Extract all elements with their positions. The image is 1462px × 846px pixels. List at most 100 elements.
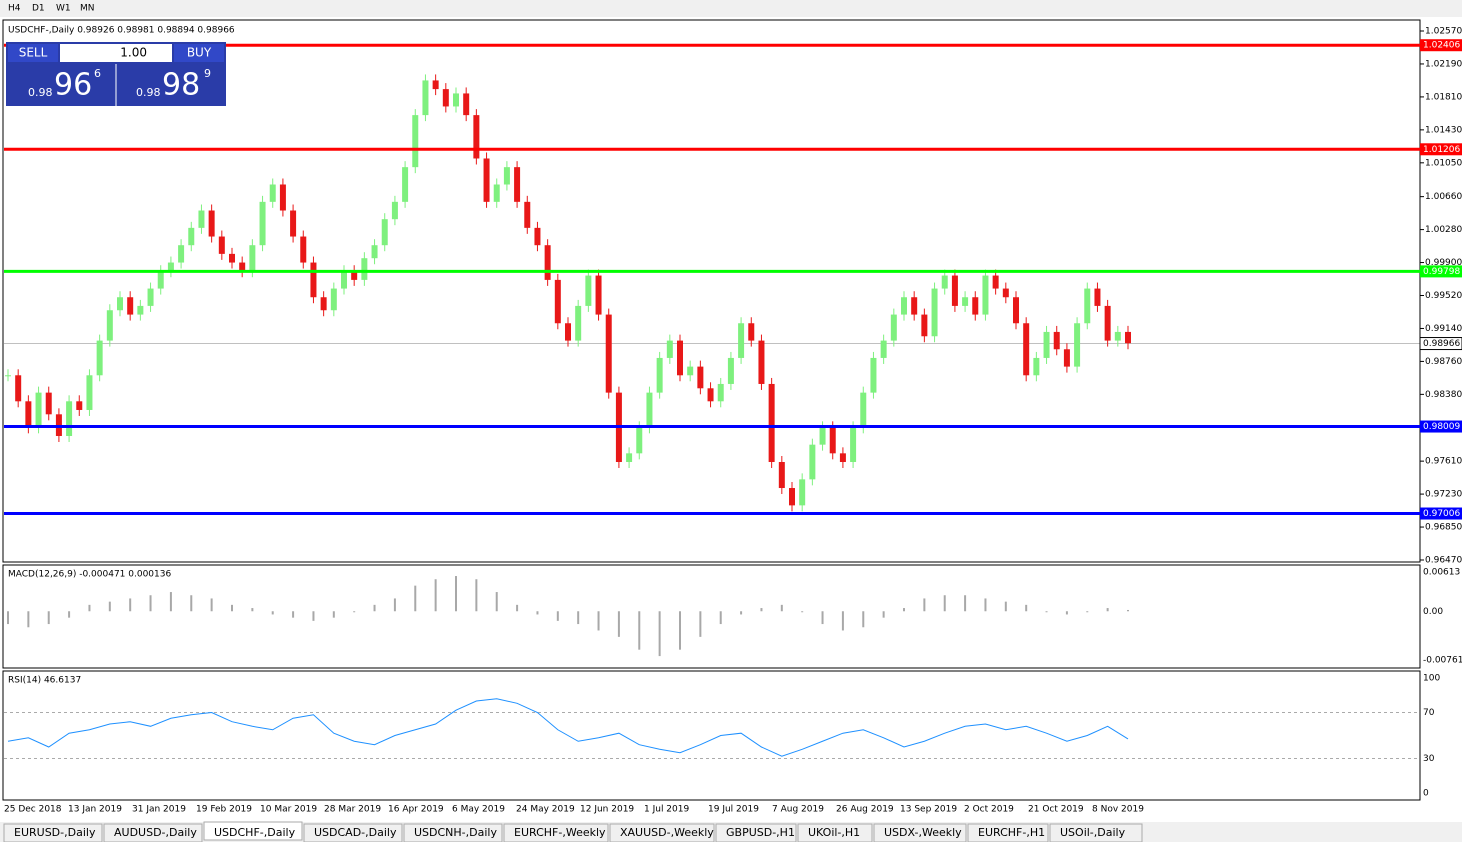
date-label: 26 Aug 2019 — [836, 805, 894, 815]
macd-panel — [2, 564, 1421, 669]
price-tick-label: 0.96470 — [1425, 556, 1462, 566]
timeframe-button[interactable]: D1 — [32, 4, 45, 14]
buy-label[interactable]: BUY — [187, 46, 212, 60]
macd-bar — [617, 611, 620, 637]
tab-label[interactable]: EURCHF-,H1 — [978, 826, 1045, 839]
macd-bar — [943, 595, 946, 612]
macd-bar — [577, 611, 580, 625]
date-label: 19 Feb 2019 — [196, 805, 252, 815]
level-label: 0.98009 — [1423, 422, 1460, 432]
candle — [1125, 331, 1131, 344]
candle — [758, 340, 765, 384]
candle — [432, 80, 439, 90]
ask-main: 98 — [162, 68, 200, 103]
level-label: 1.02406 — [1423, 41, 1460, 51]
tab-label[interactable]: EURUSD-,Daily — [14, 826, 96, 839]
candle — [748, 323, 755, 341]
sell-button[interactable] — [8, 44, 58, 62]
candle — [157, 271, 164, 289]
tab-label[interactable]: AUDUSD-,Daily — [114, 826, 197, 839]
candle — [565, 323, 571, 341]
date-label: 21 Oct 2019 — [1028, 805, 1084, 815]
macd-tick-label: -0.007612 — [1423, 656, 1462, 666]
ask-pip: 9 — [204, 67, 211, 80]
candle — [483, 158, 490, 202]
price-tick-label: 1.00280 — [1425, 225, 1462, 235]
lot-value[interactable]: 1.00 — [120, 46, 147, 60]
candle — [106, 310, 113, 341]
date-label: 1 Jul 2019 — [644, 805, 689, 815]
macd-bar — [1025, 604, 1028, 612]
price-tick-label: 1.02570 — [1425, 27, 1462, 37]
date-label: 8 Nov 2019 — [1092, 805, 1144, 815]
candle — [453, 93, 459, 107]
sell-label[interactable]: SELL — [19, 46, 48, 60]
tab-label[interactable]: USOil-,Daily — [1060, 826, 1126, 839]
candle — [463, 93, 470, 116]
date-label: 6 May 2019 — [452, 805, 505, 815]
candle — [1013, 297, 1019, 324]
candle — [229, 253, 235, 263]
candle — [768, 383, 775, 463]
macd-bar — [68, 611, 71, 618]
candle — [972, 297, 979, 315]
macd-bar — [679, 611, 681, 650]
tab-label[interactable]: USDCNH-,Daily — [414, 826, 497, 839]
candle — [687, 366, 694, 376]
candle — [636, 427, 643, 454]
tab[interactable] — [203, 821, 303, 841]
macd-bar — [1086, 611, 1089, 613]
tab-label[interactable]: USDX-,Weekly — [884, 826, 962, 839]
candle — [982, 275, 989, 315]
tab-label[interactable]: EURCHF-,Weekly — [514, 826, 606, 839]
macd-bar — [658, 611, 661, 657]
candle — [5, 375, 11, 377]
candle — [402, 167, 409, 202]
macd-bar — [129, 598, 132, 612]
date-label: 10 Mar 2019 — [260, 805, 317, 815]
price-tick-label: 0.96850 — [1425, 523, 1462, 533]
macd-bar — [1065, 611, 1068, 615]
tab-label[interactable]: GBPUSD-,H1 — [726, 826, 795, 839]
candle — [626, 453, 633, 463]
candle — [839, 453, 846, 463]
candle — [361, 258, 368, 280]
buy-button[interactable] — [174, 44, 224, 62]
tab-label[interactable]: UKOil-,H1 — [808, 826, 860, 839]
candle — [880, 340, 887, 358]
lot-input[interactable] — [60, 44, 172, 62]
macd-bar — [169, 592, 172, 612]
candle — [188, 227, 195, 246]
candle — [646, 392, 653, 428]
tab-label[interactable]: USDCHF-,Daily — [214, 826, 296, 839]
price-tick-label: 1.01810 — [1425, 92, 1462, 102]
timeframe-button[interactable]: H4 — [8, 4, 21, 14]
price-tick-label: 1.02190 — [1425, 59, 1462, 69]
rsi-label: RSI(14) 46.6137 — [8, 676, 81, 686]
candle — [279, 184, 286, 211]
macd-bar — [353, 611, 356, 613]
macd-bar — [882, 611, 885, 618]
tab-label[interactable]: USDCAD-,Daily — [314, 826, 397, 839]
macd-bar — [719, 611, 722, 625]
price-tick-label: 0.99900 — [1425, 258, 1462, 268]
macd-bar — [760, 608, 763, 612]
macd-bar — [638, 611, 641, 650]
price-tick-label: 0.98760 — [1425, 357, 1462, 367]
date-label: 7 Aug 2019 — [772, 805, 824, 815]
level-box — [1420, 420, 1462, 433]
candle — [86, 375, 93, 410]
macd-bar — [271, 611, 274, 615]
candle — [829, 427, 836, 454]
macd-bar — [149, 595, 152, 612]
candle — [717, 383, 724, 402]
tab-label[interactable]: XAUUSD-,Weekly — [620, 826, 714, 839]
candle — [789, 488, 795, 506]
candle — [35, 392, 42, 428]
timeframe-button[interactable]: W1 — [56, 4, 71, 14]
macd-bar — [841, 611, 844, 631]
timeframe-button[interactable]: MN — [80, 4, 95, 14]
macd-bar — [210, 598, 213, 612]
date-label: 12 Jun 2019 — [580, 805, 634, 815]
